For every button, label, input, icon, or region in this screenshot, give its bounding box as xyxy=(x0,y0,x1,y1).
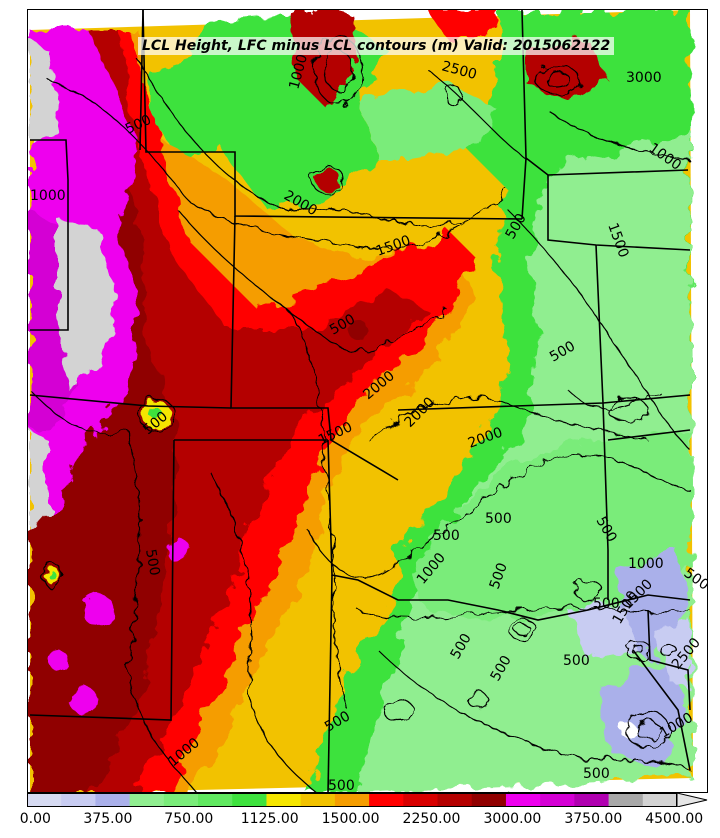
colorbar xyxy=(27,793,708,807)
colorbar-swatch xyxy=(471,793,507,807)
colorbar-swatch xyxy=(266,793,302,807)
colorbar-swatch xyxy=(540,793,575,807)
colorbar-outline xyxy=(27,793,677,807)
contour-label: 500 xyxy=(485,511,512,527)
colorbar-swatch xyxy=(574,793,610,807)
colorbar-tick-label: 4500.00 xyxy=(645,811,704,827)
colorbar-swatch xyxy=(505,793,541,807)
colorbar-swatch xyxy=(369,793,404,807)
colorbar-swatch xyxy=(300,793,336,807)
colorbar-tick-label: 750.00 xyxy=(164,811,214,827)
contour-label: 500 xyxy=(328,778,355,793)
colorbar-swatch xyxy=(608,793,644,807)
contour-label: 500 xyxy=(593,596,620,612)
colorbar-swatch xyxy=(403,793,439,807)
colorbar-swatch xyxy=(437,793,473,807)
map-panel: 500 1000 1500 2000 2500 3000 1000 2000 1… xyxy=(27,9,708,793)
colorbar-swatch xyxy=(129,793,165,807)
contour-label: 500 xyxy=(583,766,610,782)
colorbar-swatch xyxy=(61,793,96,807)
colorbar-tick-label: 3000.00 xyxy=(483,811,542,827)
colorbar-tick-label: 1125.00 xyxy=(240,811,299,827)
contour-label: 1000 xyxy=(30,188,66,204)
colorbar-extend-arrow xyxy=(676,793,708,807)
colorbar-tick-label: 1500.00 xyxy=(321,811,380,827)
colorbar-swatch xyxy=(642,793,678,807)
colorbar-swatch xyxy=(334,793,370,807)
contour-label: 500 xyxy=(563,653,590,669)
map-title: LCL Height, LFC minus LCL contours (m) V… xyxy=(138,37,615,55)
state-borders xyxy=(29,10,691,792)
colorbar-tick-label: 0.00 xyxy=(19,811,51,827)
colorbar-swatch xyxy=(27,793,62,807)
lcl-height-field: 500 1000 1500 2000 2500 3000 1000 2000 1… xyxy=(29,10,707,793)
colorbar-swatch xyxy=(163,793,199,807)
contour-label: 1000 xyxy=(628,556,664,572)
colorbar-tick-label: 375.00 xyxy=(83,811,133,827)
contour-label: 3000 xyxy=(626,70,662,86)
contour-lines xyxy=(29,35,691,792)
contour-label: 500 xyxy=(142,548,162,577)
colorbar-swatch xyxy=(232,793,267,807)
colorbar-swatch xyxy=(198,793,233,807)
colorbar-tick-label: 3750.00 xyxy=(564,811,623,827)
colorbar-swatch xyxy=(95,793,131,807)
contour-label: 500 xyxy=(433,528,460,544)
colorbar-tick-label: 2250.00 xyxy=(402,811,461,827)
